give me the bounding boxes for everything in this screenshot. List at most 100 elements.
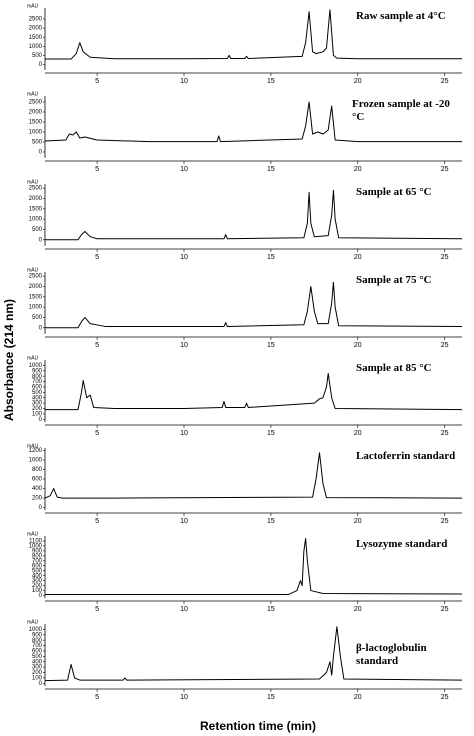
- y-tick-label: 2500: [29, 274, 43, 280]
- x-tick-label: 10: [180, 518, 188, 525]
- x-tick-label: 5: [95, 518, 99, 525]
- x-tick-label: 10: [180, 342, 188, 349]
- y-tick-label: 600: [32, 649, 43, 655]
- panel-title: Lysozyme standard: [356, 538, 448, 550]
- y-tick-label: 1500: [29, 294, 43, 300]
- y-tick-label: 1000: [29, 543, 43, 549]
- y-tick-label: 800: [32, 638, 43, 644]
- y-tick-label: 200: [32, 670, 43, 676]
- y-unit: mAU: [27, 355, 39, 361]
- y-tick-label: 1100: [29, 539, 43, 545]
- y-tick-label: 400: [32, 573, 43, 579]
- y-tick-label: 0: [39, 62, 43, 68]
- y-unit: mAU: [27, 3, 39, 9]
- y-tick-label: 100: [32, 411, 43, 417]
- y-tick-label: 900: [32, 548, 43, 554]
- x-axis-label: Retention time (min): [200, 719, 316, 733]
- y-unit: mAU: [27, 531, 39, 537]
- y-tick-label: 400: [32, 395, 43, 401]
- y-tick-label: 500: [32, 227, 43, 233]
- x-tick-label: 20: [354, 342, 362, 349]
- y-tick-label: 600: [32, 477, 43, 483]
- y-tick-label: 800: [32, 553, 43, 559]
- x-tick-label: 25: [441, 606, 449, 613]
- y-tick-label: 900: [32, 368, 43, 374]
- y-axis-label: Absorbance (214 nm): [2, 299, 16, 421]
- x-tick-label: 25: [441, 166, 449, 173]
- x-tick-label: 15: [267, 78, 275, 85]
- x-tick-label: 20: [354, 78, 362, 85]
- y-tick-label: 1000: [29, 217, 43, 223]
- chromatogram-line: [45, 372, 463, 411]
- x-tick-label: 5: [95, 166, 99, 173]
- y-tick-label: 1500: [29, 120, 43, 126]
- y-tick-label: 600: [32, 563, 43, 569]
- y-tick-label: 1000: [29, 130, 43, 136]
- x-tick-label: 5: [95, 342, 99, 349]
- y-tick-label: 0: [39, 150, 43, 156]
- y-unit: mAU: [27, 267, 39, 273]
- x-tick-label: 15: [267, 694, 275, 701]
- y-tick-label: 0: [39, 505, 43, 511]
- x-tick-label: 20: [354, 430, 362, 437]
- y-tick-label: 1000: [29, 44, 43, 50]
- y-tick-label: 200: [32, 583, 43, 589]
- y-tick-label: 300: [32, 401, 43, 407]
- y-tick-label: 1500: [29, 206, 43, 212]
- y-tick-label: 0: [39, 325, 43, 331]
- y-tick-label: 500: [32, 654, 43, 660]
- y-tick-label: 2000: [29, 110, 43, 116]
- y-tick-label: 500: [32, 315, 43, 321]
- y-tick-label: 1500: [29, 35, 43, 41]
- y-tick-label: 700: [32, 643, 43, 649]
- y-tick-label: 1200: [29, 448, 43, 454]
- y-tick-label: 200: [32, 496, 43, 502]
- y-tick-label: 500: [32, 140, 43, 146]
- panel-title: β-lactoglobulin standard: [356, 642, 427, 667]
- y-tick-label: 700: [32, 558, 43, 564]
- y-tick-label: 1000: [29, 458, 43, 464]
- chromatogram-line: [45, 537, 463, 596]
- y-tick-label: 2500: [29, 17, 43, 23]
- x-tick-label: 20: [354, 518, 362, 525]
- panel-title: Sample at 75 °C: [356, 274, 432, 286]
- panel-title: Sample at 85 °C: [356, 362, 432, 374]
- y-tick-label: 800: [32, 374, 43, 380]
- x-tick-label: 10: [180, 166, 188, 173]
- x-tick-label: 5: [95, 254, 99, 261]
- x-tick-label: 5: [95, 430, 99, 437]
- x-tick-label: 10: [180, 430, 188, 437]
- y-unit: mAU: [27, 443, 39, 449]
- x-tick-label: 20: [354, 694, 362, 701]
- y-tick-label: 0: [39, 593, 43, 599]
- chromatogram-line: [45, 9, 462, 60]
- x-tick-label: 10: [180, 606, 188, 613]
- y-tick-label: 0: [39, 681, 43, 687]
- x-tick-label: 5: [95, 694, 99, 701]
- y-tick-label: 600: [32, 385, 43, 391]
- y-unit: mAU: [27, 619, 39, 625]
- x-tick-label: 20: [354, 254, 362, 261]
- y-tick-label: 1000: [29, 363, 43, 369]
- y-tick-label: 800: [32, 467, 43, 473]
- panel-title: Raw sample at 4°C: [356, 10, 446, 22]
- chromatogram-line: [45, 281, 463, 329]
- y-tick-label: 2500: [29, 100, 43, 106]
- x-tick-label: 10: [180, 254, 188, 261]
- y-tick-label: 200: [32, 406, 43, 412]
- x-tick-label: 15: [267, 606, 275, 613]
- panel-title: Lactoferrin standard: [356, 450, 456, 462]
- chromatogram-line: [44, 626, 463, 682]
- x-tick-label: 5: [95, 606, 99, 613]
- x-tick-label: 15: [267, 430, 275, 437]
- x-tick-label: 15: [267, 518, 275, 525]
- y-tick-label: 400: [32, 659, 43, 665]
- y-tick-label: 0: [39, 237, 43, 243]
- y-tick-label: 100: [32, 675, 43, 681]
- x-tick-label: 10: [180, 78, 188, 85]
- x-tick-label: 20: [354, 166, 362, 173]
- y-tick-label: 2000: [29, 26, 43, 32]
- chromatogram-line: [44, 452, 463, 499]
- x-tick-label: 25: [441, 78, 449, 85]
